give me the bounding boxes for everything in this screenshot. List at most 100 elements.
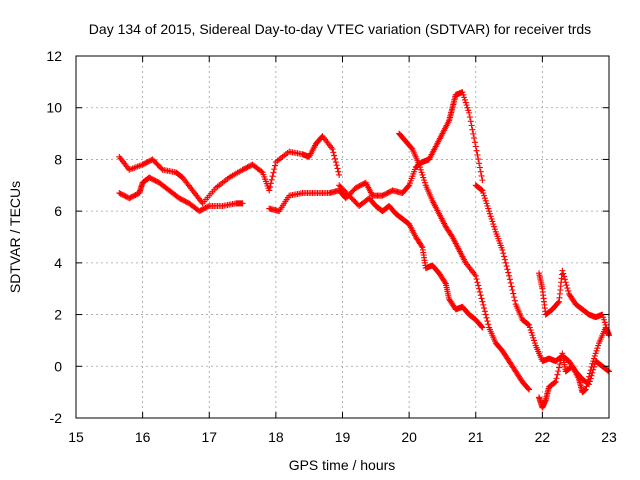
x-tick-label: 15 [68, 429, 84, 445]
data-point [475, 282, 482, 289]
series-track-a [116, 133, 343, 207]
data-point [416, 164, 423, 171]
data-point [562, 279, 569, 286]
data-point [481, 305, 488, 312]
data-point [490, 221, 497, 228]
data-point [482, 197, 489, 204]
data-point [271, 166, 278, 173]
data-point [441, 279, 448, 286]
data-point [416, 161, 423, 168]
data-point [481, 308, 488, 315]
series-track-d [336, 182, 486, 331]
data-point [491, 226, 498, 233]
data-point [500, 250, 507, 257]
data-point [555, 299, 562, 306]
data-point [471, 139, 478, 146]
data-point [591, 352, 598, 359]
data-point [267, 183, 274, 190]
data-point [268, 176, 275, 183]
data-point [475, 156, 482, 163]
data-point [272, 162, 279, 169]
data-point [559, 267, 566, 274]
data-point [526, 321, 533, 328]
data-point [476, 285, 483, 292]
data-point [419, 171, 426, 178]
data-point [526, 324, 533, 331]
data-point [531, 340, 538, 347]
data-point [205, 203, 212, 210]
data-point [461, 96, 468, 103]
data-point [473, 147, 480, 154]
data-point [556, 364, 563, 371]
data-point [417, 166, 424, 173]
data-point [531, 337, 538, 344]
data-point [335, 168, 342, 175]
y-tick-label: -2 [50, 410, 63, 426]
data-point [586, 373, 593, 380]
data-point [482, 311, 489, 318]
y-tick-label: 6 [54, 203, 62, 219]
data-point [555, 368, 562, 375]
data-point [478, 295, 485, 302]
data-point [487, 213, 494, 220]
data-point [479, 298, 486, 305]
data-point [564, 285, 571, 292]
data-point [480, 301, 487, 308]
series-track-h [536, 324, 612, 411]
y-tick-label: 4 [54, 255, 62, 271]
data-point [469, 126, 476, 133]
data-point [600, 314, 607, 321]
data-point [480, 190, 487, 197]
data-point [588, 363, 595, 370]
data-point [510, 290, 517, 297]
data-point [587, 367, 594, 374]
data-point [471, 135, 478, 142]
data-point [503, 263, 510, 270]
y-tick-label: 8 [54, 151, 62, 167]
data-point [477, 168, 484, 175]
data-point [506, 272, 513, 279]
data-point [554, 371, 561, 378]
chart-title: Day 134 of 2015, Sidereal Day-to-day VTE… [89, 21, 591, 37]
data-point [511, 297, 518, 304]
data-point [473, 276, 480, 283]
data-point [483, 200, 490, 207]
data-point [330, 149, 337, 156]
data-point [461, 94, 468, 101]
data-point [485, 321, 492, 328]
data-point [601, 316, 608, 323]
data-point [491, 223, 498, 230]
x-tick-label: 20 [401, 429, 417, 445]
data-point [485, 205, 492, 212]
data-point [266, 187, 273, 194]
data-point [552, 378, 559, 385]
data-point [601, 319, 608, 326]
x-axis-label: GPS time / hours [289, 457, 396, 473]
x-tick-label: 19 [335, 429, 351, 445]
data-point [474, 151, 481, 158]
data-point [333, 162, 340, 169]
x-tick-label: 22 [535, 429, 551, 445]
data-point [474, 279, 481, 286]
data-point [592, 350, 599, 357]
data-point [466, 109, 473, 116]
data-point [460, 91, 467, 98]
data-point [267, 180, 274, 187]
data-point [463, 102, 470, 109]
data-point [258, 168, 265, 175]
data-point [527, 327, 534, 334]
data-point [464, 104, 471, 111]
data-point [472, 272, 479, 279]
x-tick-label: 16 [135, 429, 151, 445]
ticks: 15 16 17 18 19 20 21 22 23 -2 0 2 4 6 8 10 12 [46, 48, 617, 445]
data-point [561, 273, 568, 280]
data-point [465, 107, 472, 114]
data-point [478, 186, 485, 193]
data-point [499, 246, 506, 253]
data-point [476, 164, 483, 171]
series-track-c [266, 89, 486, 215]
data-point [421, 179, 428, 186]
data-point [530, 334, 537, 341]
data-point [525, 321, 532, 328]
